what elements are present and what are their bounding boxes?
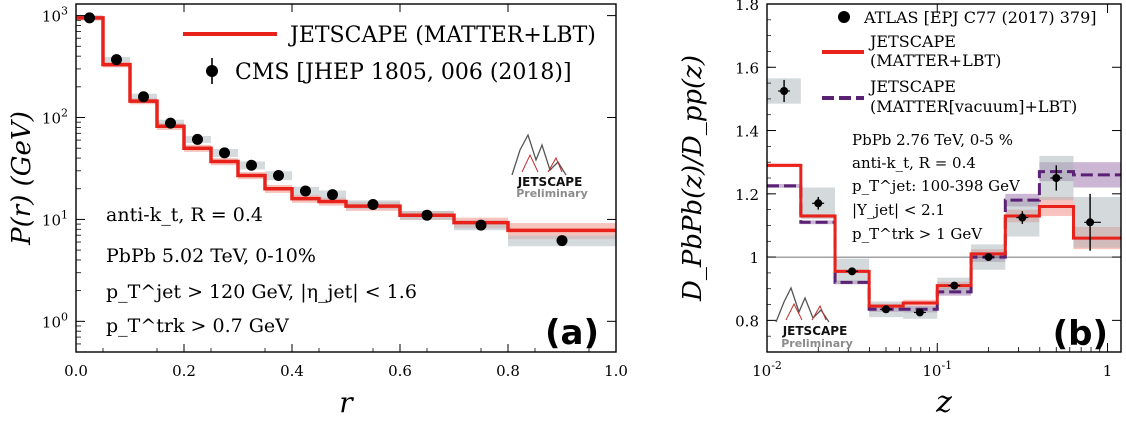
a-y-axis-label: P(r) (GeV) — [7, 111, 37, 246]
b-annotation-track-pt: p_T^trk > 1 GeV — [852, 225, 983, 243]
b-atlas-point — [984, 253, 993, 262]
a-cms-point — [367, 199, 379, 211]
panel-b: 0.8 1 1.2 1.4 1.6 1.8 10-2 10-1 1 z D_PbPb(z)/D_… — [678, 0, 1122, 420]
b-vacuum-band — [1073, 162, 1121, 188]
b-y-axis-label: D_PbPb(z)/D_pp(z) — [678, 55, 708, 302]
a-annotation-system: PbPb 5.02 TeV, 0-10% — [106, 245, 316, 267]
a-x-tick-label: 0.8 — [496, 362, 520, 380]
a-x-tick-label: 0.4 — [280, 362, 304, 380]
b-y-tick-label: 1.8 — [735, 0, 759, 14]
b-logo-accent-icon — [785, 302, 827, 321]
a-y-tick-label: 102 — [42, 107, 68, 128]
b-jetscape-logo: JETSCAPE Preliminary — [775, 286, 853, 350]
b-x-tick-label: 10-2 — [752, 359, 782, 380]
b-x-axis-label: z — [935, 385, 952, 420]
b-y-tick-label: 1.2 — [735, 186, 759, 204]
b-y-tick-label: 1.6 — [735, 59, 759, 77]
a-annotation-jet-algorithm: anti-k_t, R = 0.4 — [106, 204, 263, 226]
a-logo-subtitle: Preliminary — [516, 187, 588, 200]
a-jetscape-logo: JETSCAPE Preliminary — [511, 133, 588, 200]
a-cms-point — [246, 159, 257, 171]
b-logo-title: JETSCAPE — [782, 324, 848, 338]
b-atlas-point — [780, 87, 789, 95]
b-atlas-point — [814, 199, 823, 208]
a-cms-point — [219, 147, 230, 159]
b-jetscape-steps — [767, 163, 1121, 311]
b-legend-label-matter-2: (MATTER+LBT) — [870, 51, 1001, 70]
a-logo-accent-icon — [521, 153, 563, 173]
b-atlas-point — [848, 267, 857, 276]
b-legend: ATLAS [EPJ C77 (2017) 379] JETSCAPE (MAT… — [822, 8, 1097, 116]
a-x-tick-label: 0.0 — [64, 362, 88, 380]
b-atlas-point — [915, 308, 924, 317]
b-y-tick-label: 1 — [749, 249, 759, 267]
b-atlas-point — [1052, 174, 1061, 182]
panel-a: 0.0 0.2 0.4 0.6 0.8 1.0 100 101 102 103 r P(r) (G… — [7, 3, 628, 419]
b-y-tick-label: 0.8 — [735, 312, 759, 330]
b-legend-label-vacuum-1: JETSCAPE — [868, 77, 956, 96]
b-vacuum-band — [767, 184, 801, 188]
b-x-tick-label: 1 — [1103, 362, 1113, 380]
a-cms-point — [165, 117, 176, 129]
a-cms-point — [273, 169, 284, 181]
a-legend: JETSCAPE (MATTER+LBT) CMS [JHEP 1805, 00… — [183, 23, 596, 85]
b-legend-marker-atlas — [838, 11, 850, 23]
b-annotation-system: PbPb 2.76 TeV, 0-5 % — [852, 131, 1013, 149]
a-cms-point — [327, 189, 338, 201]
a-cms-point — [84, 12, 95, 24]
a-legend-label-jetscape: JETSCAPE (MATTER+LBT) — [288, 23, 596, 48]
a-y-tick-label: 100 — [42, 310, 68, 331]
a-cms-point — [138, 91, 149, 103]
b-atlas-point — [882, 305, 891, 314]
a-legend-label-cms: CMS [JHEP 1805, 006 (2018)] — [235, 60, 572, 85]
b-legend-label-vacuum-2: (MATTER[vacuum]+LBT) — [870, 97, 1077, 116]
a-cms-point — [421, 209, 433, 221]
a-cms-point — [192, 133, 203, 145]
a-cms-point — [556, 235, 568, 247]
b-atlas-point — [950, 281, 959, 290]
a-cms-point — [300, 185, 311, 197]
a-x-axis-label: r — [339, 386, 354, 419]
a-x-tick-label: 1.0 — [604, 362, 628, 380]
a-plot-frame — [75, 3, 617, 353]
b-logo-subtitle: Preliminary — [781, 337, 853, 350]
a-panel-letter: (a) — [545, 313, 599, 353]
b-annotation-jet-algorithm: anti-k_t, R = 0.4 — [852, 154, 976, 172]
a-cms-point — [475, 219, 487, 231]
a-logo-title: JETSCAPE — [517, 175, 583, 189]
b-atlas-points — [778, 79, 1101, 317]
b-matter-step-line — [767, 163, 1121, 308]
b-legend-label-matter-1: JETSCAPE — [868, 32, 956, 51]
a-y-tick-label: 103 — [42, 5, 68, 26]
a-x-tick-label: 0.2 — [172, 362, 196, 380]
b-annotation-jet-pt: p_T^jet: 100-398 GeV — [852, 177, 1021, 195]
b-atlas-point — [1018, 213, 1027, 222]
a-annotation-track-pt: p_T^trk > 0.7 GeV — [106, 315, 289, 337]
a-legend-marker-cms — [206, 65, 218, 77]
a-cms-point — [111, 54, 122, 66]
b-annotation-rapidity: |Y_jet| < 2.1 — [852, 201, 945, 219]
b-x-tick-label: 10-1 — [922, 359, 952, 380]
a-annotation-jet-pt: p_T^jet > 120 GeV, |η_jet| < 1.6 — [106, 281, 417, 303]
b-logo-graphic-icon — [775, 286, 830, 323]
a-cms-points — [84, 12, 568, 247]
a-logo-graphic-icon — [511, 133, 567, 176]
a-x-tick-label: 0.6 — [388, 362, 412, 380]
b-atlas-point — [1086, 218, 1095, 227]
b-legend-label-atlas: ATLAS [EPJ C77 (2017) 379] — [863, 8, 1097, 27]
b-y-tick-label: 1.4 — [735, 123, 759, 141]
b-panel-letter: (b) — [1053, 314, 1108, 354]
a-y-tick-label: 101 — [42, 208, 68, 229]
